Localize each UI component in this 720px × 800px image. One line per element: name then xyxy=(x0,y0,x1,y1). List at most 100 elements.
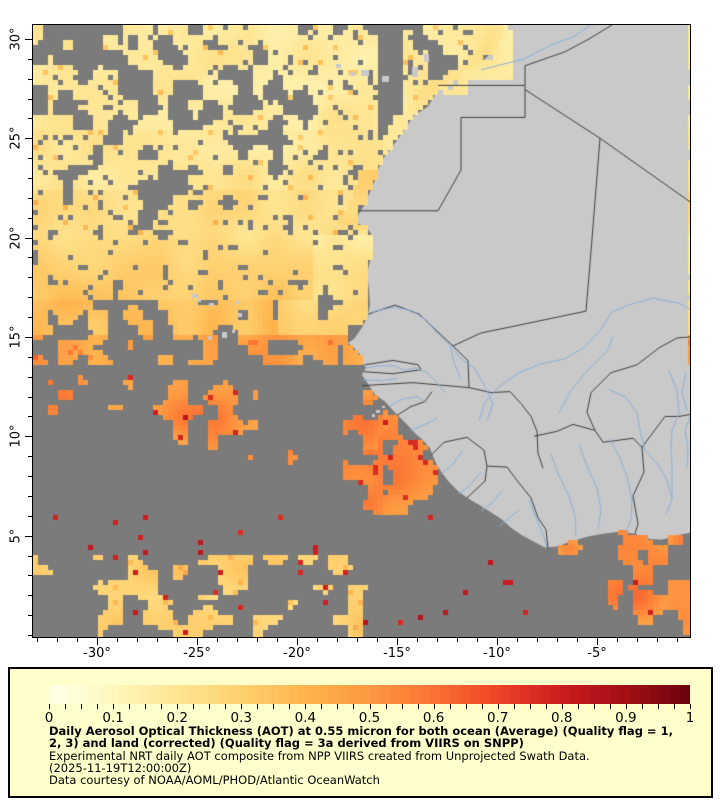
y-minor-tick xyxy=(28,78,32,80)
legend-title-line2: 2, 3) and land (corrected) (Quality flag… xyxy=(49,736,524,750)
legend-panel: 0 0.1 0.2 0.3 0.4 0.5 0.6 0.7 0.8 0.9 1 Daily Aero… xyxy=(8,667,713,798)
y-major-tick xyxy=(25,535,32,537)
y-minor-tick xyxy=(28,396,32,398)
colorbar-tick-label: 0.5 xyxy=(358,710,381,726)
y-tick-label: 10° xyxy=(8,424,24,448)
colorbar-tick-label: 0.8 xyxy=(551,710,573,726)
x-minor-tick xyxy=(677,638,678,642)
colorbar-tick xyxy=(370,704,371,709)
colorbar-tick xyxy=(193,704,194,709)
x-tick-label: -15° xyxy=(383,646,411,661)
y-major-tick xyxy=(25,38,32,40)
colorbar-tick xyxy=(690,704,691,709)
colorbar-tick xyxy=(321,704,322,709)
x-minor-tick xyxy=(277,638,278,642)
x-minor-tick xyxy=(117,638,118,642)
x-minor-tick xyxy=(37,638,38,642)
x-major-tick xyxy=(97,638,98,645)
legend-credit: Data courtesy of NOAA/AOML/PHOD/Atlantic… xyxy=(49,773,380,787)
colorbar-tick xyxy=(129,704,130,709)
colorbar-tick-label: 0.2 xyxy=(166,710,188,726)
x-minor-tick xyxy=(437,638,438,642)
y-minor-tick xyxy=(28,98,32,100)
colorbar-tick xyxy=(610,704,611,709)
colorbar-tick xyxy=(530,704,531,709)
y-minor-tick xyxy=(28,257,32,259)
y-minor-tick xyxy=(28,158,32,160)
x-minor-tick xyxy=(577,638,578,642)
y-minor-tick xyxy=(28,217,32,219)
y-minor-tick xyxy=(28,615,32,617)
colorbar xyxy=(49,685,690,704)
x-minor-tick xyxy=(257,638,258,642)
colorbar-tick xyxy=(49,704,50,709)
y-minor-tick xyxy=(28,58,32,60)
x-minor-tick xyxy=(517,638,518,642)
x-major-tick xyxy=(497,638,498,645)
y-minor-tick xyxy=(28,555,32,557)
colorbar-tick xyxy=(674,704,675,709)
colorbar-tick xyxy=(145,704,146,709)
x-minor-tick xyxy=(137,638,138,642)
colorbar-tick xyxy=(65,704,66,709)
x-minor-tick xyxy=(157,638,158,642)
y-minor-tick xyxy=(28,197,32,199)
x-minor-tick xyxy=(477,638,478,642)
colorbar-tick xyxy=(450,704,451,709)
y-minor-tick xyxy=(28,575,32,577)
y-major-tick xyxy=(25,237,32,239)
colorbar-tick xyxy=(337,704,338,709)
x-tick-label: -5° xyxy=(587,646,607,661)
colorbar-tick xyxy=(209,704,210,709)
y-tick-label: 15° xyxy=(8,325,24,349)
colorbar-tick xyxy=(498,704,499,709)
colorbar-tick xyxy=(305,704,306,709)
colorbar-tick xyxy=(594,704,595,709)
colorbar-tick xyxy=(113,704,114,709)
aot-map-canvas xyxy=(33,25,690,637)
legend-title-line1: Daily Aerosol Optical Thickness (AOT) at… xyxy=(49,724,673,738)
colorbar-tick xyxy=(241,704,242,709)
x-minor-tick xyxy=(657,638,658,642)
x-minor-tick xyxy=(237,638,238,642)
colorbar-tick xyxy=(402,704,403,709)
x-minor-tick xyxy=(457,638,458,642)
y-minor-tick xyxy=(28,416,32,418)
x-tick-label: -30° xyxy=(83,646,111,661)
x-major-tick xyxy=(197,638,198,645)
x-minor-tick xyxy=(217,638,218,642)
colorbar-tick xyxy=(434,704,435,709)
legend-timestamp: (2025-11-19T12:00:00Z) xyxy=(49,761,192,775)
y-minor-tick xyxy=(28,376,32,378)
x-minor-tick xyxy=(377,638,378,642)
colorbar-tick xyxy=(353,704,354,709)
x-tick-label: -25° xyxy=(183,646,211,661)
y-minor-tick xyxy=(28,356,32,358)
x-minor-tick xyxy=(317,638,318,642)
colorbar-tick xyxy=(578,704,579,709)
y-minor-tick xyxy=(28,595,32,597)
colorbar-tick xyxy=(97,704,98,709)
x-minor-tick xyxy=(537,638,538,642)
colorbar-tick xyxy=(225,704,226,709)
colorbar-tick xyxy=(177,704,178,709)
x-minor-tick xyxy=(57,638,58,642)
legend-subtitle: Experimental NRT daily AOT composite fro… xyxy=(49,749,590,763)
colorbar-tick-label: 0.9 xyxy=(615,710,637,726)
y-minor-tick xyxy=(28,118,32,120)
x-minor-tick xyxy=(177,638,178,642)
y-minor-tick xyxy=(28,476,32,478)
y-tick-label: 25° xyxy=(8,126,24,150)
colorbar-tick xyxy=(418,704,419,709)
colorbar-tick-label: 1 xyxy=(685,710,695,726)
colorbar-tick-label: 0 xyxy=(44,710,54,726)
x-minor-tick xyxy=(637,638,638,642)
colorbar-tick xyxy=(273,704,274,709)
y-minor-tick xyxy=(28,177,32,179)
y-minor-tick xyxy=(28,456,32,458)
x-tick-label: -20° xyxy=(283,646,311,661)
colorbar-tick xyxy=(642,704,643,709)
colorbar-tick xyxy=(466,704,467,709)
y-major-tick xyxy=(25,336,32,338)
